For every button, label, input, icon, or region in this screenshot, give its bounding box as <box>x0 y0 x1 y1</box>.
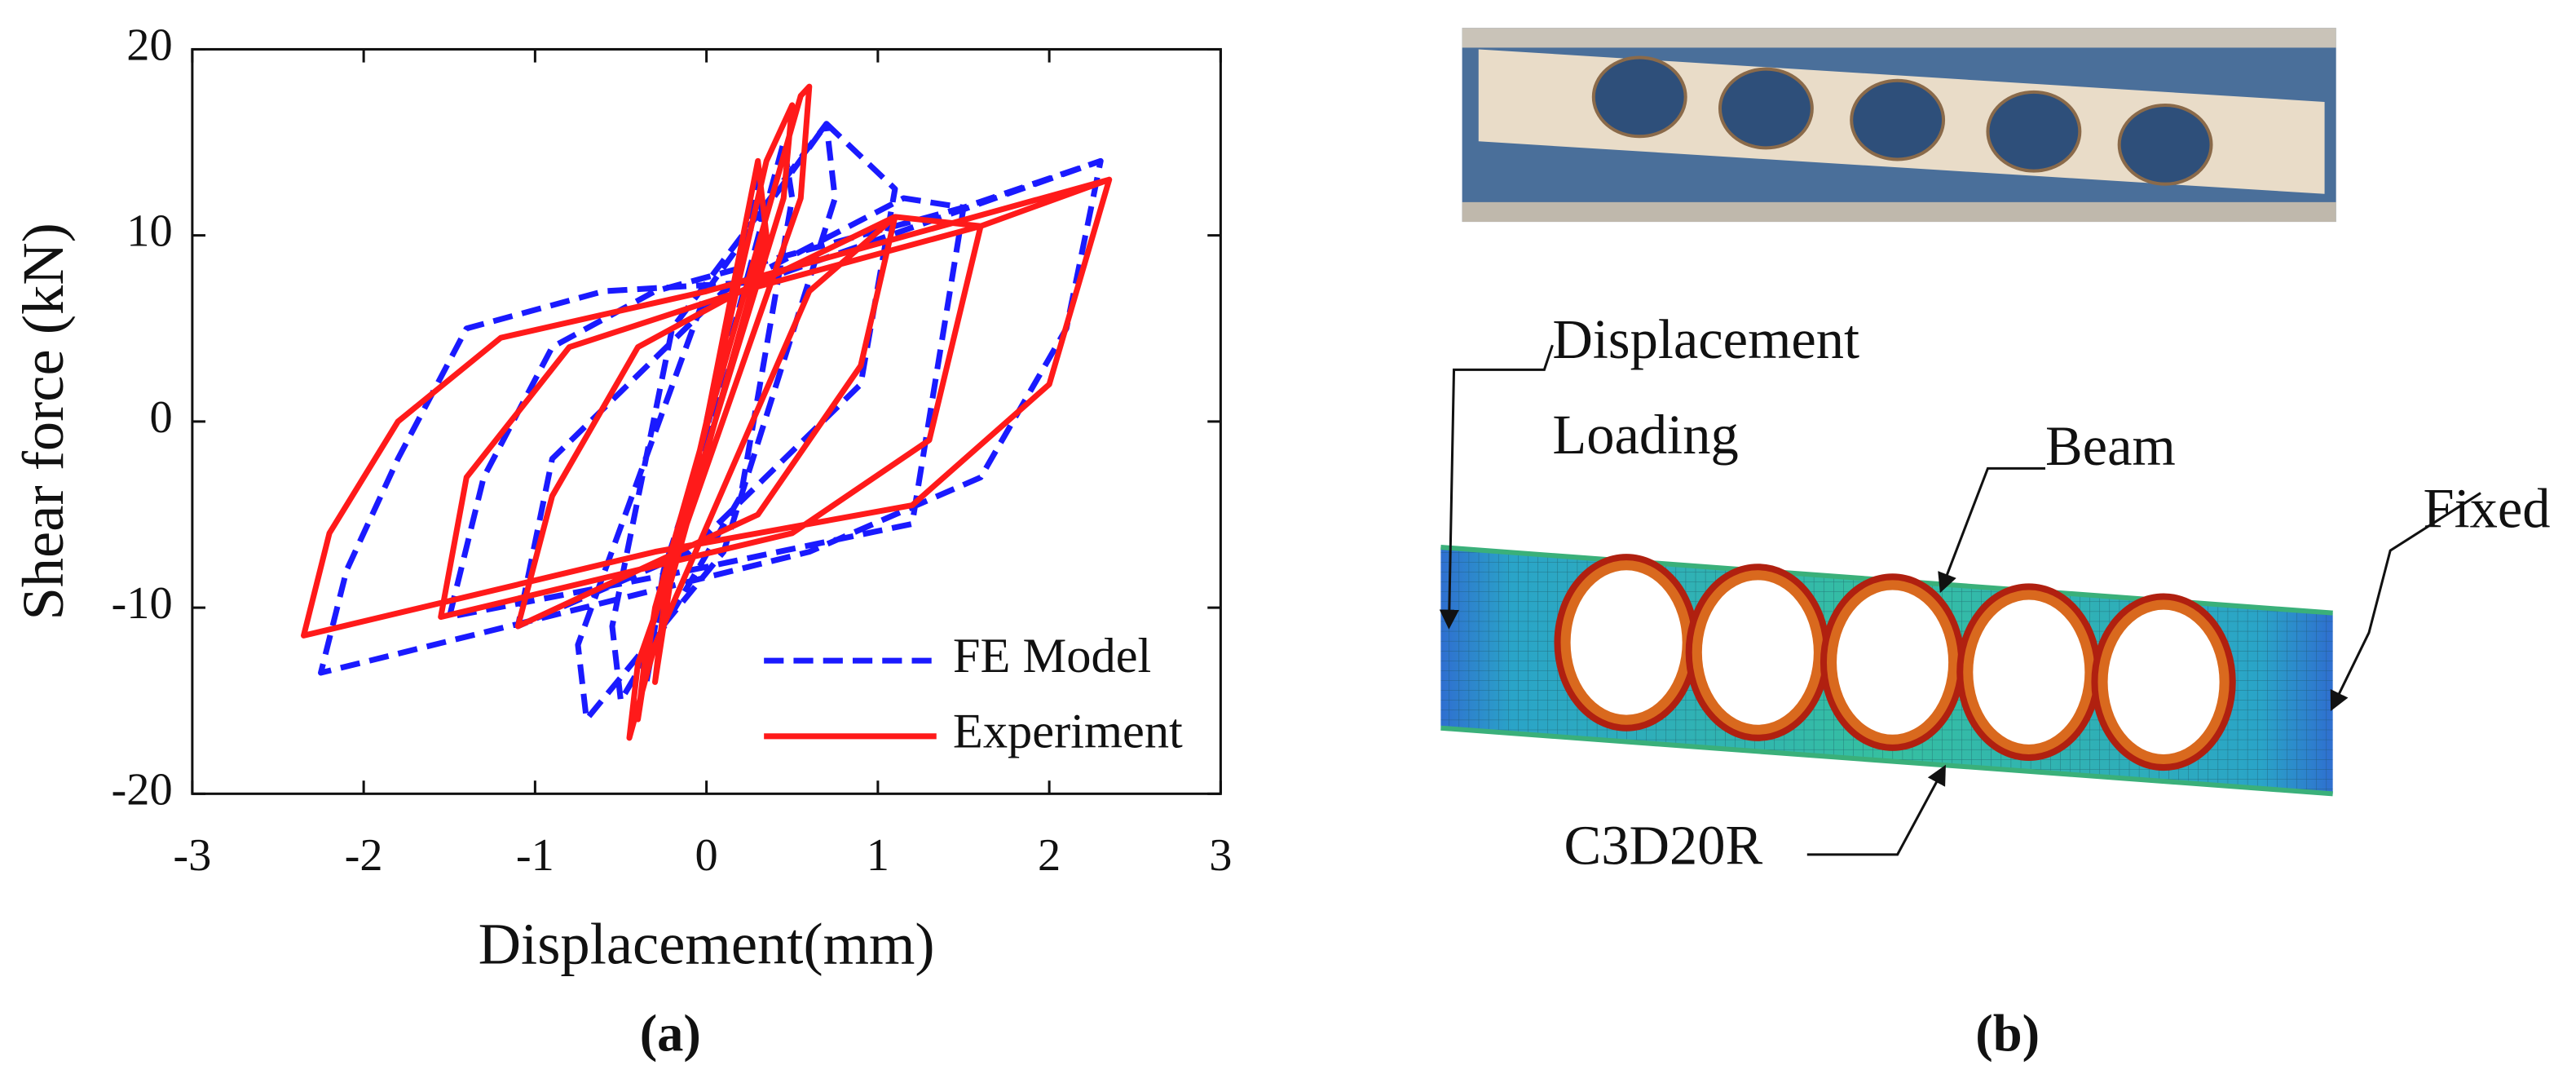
label: Fixed <box>2423 477 2550 539</box>
x-tick-label: 0 <box>695 830 718 881</box>
y-tick-label: 0 <box>149 392 172 443</box>
label: Displacement <box>1552 308 1859 370</box>
caption-b: (b) <box>1975 1004 2040 1062</box>
y-tick-label: -20 <box>111 764 172 815</box>
fe-labels: Displacement Loading Beam Fixed C3D20R <box>1552 308 2550 877</box>
legend-label: FE Model <box>953 629 1151 683</box>
x-tick-label: 3 <box>1209 830 1232 881</box>
x-axis-label: Displacement(mm) <box>479 910 935 976</box>
x-tick-label: -2 <box>345 830 383 881</box>
caption-a: (a) <box>640 1004 701 1062</box>
x-tick-label: 2 <box>1038 830 1061 881</box>
flange <box>1440 725 2333 797</box>
x-tick-label: -3 <box>173 830 211 881</box>
y-tick-label: -10 <box>111 578 172 629</box>
photo-edge <box>1462 201 2336 223</box>
label: Beam <box>2045 415 2176 477</box>
legend-label: Experiment <box>953 705 1183 759</box>
photo-edge <box>1462 28 2336 48</box>
x-tick-label: -1 <box>516 830 554 881</box>
label: C3D20R <box>1564 815 1763 877</box>
y-tick-label: 20 <box>126 20 172 70</box>
chart-a: -3 -2 -1 0 1 2 3-20-1001020Displacement(mm)She… <box>10 20 1232 976</box>
label: Loading <box>1552 404 1738 466</box>
beam-photo <box>1462 28 2336 223</box>
web-openings <box>1554 554 2236 771</box>
fe-model <box>1440 545 2333 797</box>
leaders <box>1439 344 2481 856</box>
x-tick-label: 1 <box>867 830 889 881</box>
series-line <box>301 83 1113 741</box>
photo-holes <box>1591 55 2213 186</box>
y-tick-label: 10 <box>126 206 172 257</box>
y-axis-label: Shear force (kN) <box>10 223 76 620</box>
